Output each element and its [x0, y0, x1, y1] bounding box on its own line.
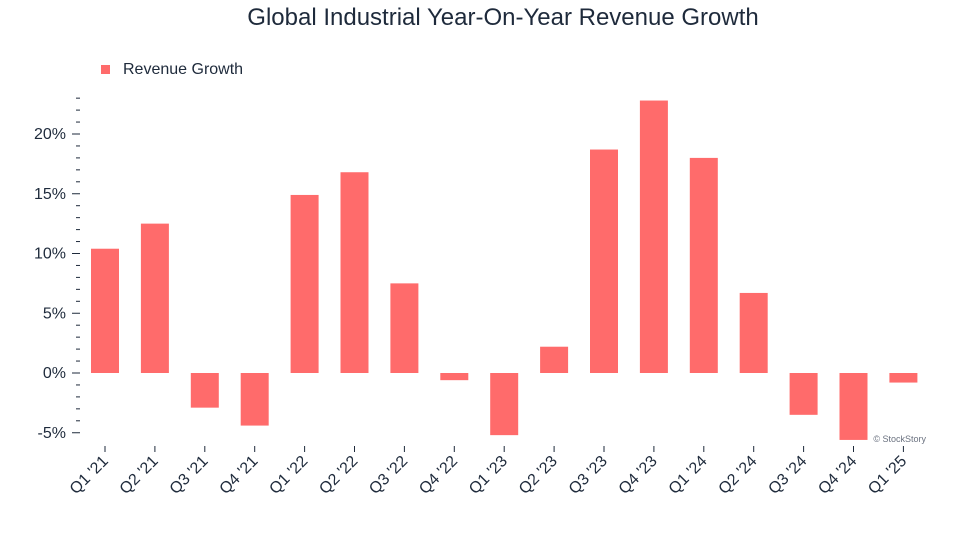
- bar-q2-22: [340, 172, 369, 373]
- x-tick-label: Q4 '22: [416, 453, 461, 498]
- bar-q4-22: [440, 373, 469, 381]
- y-tick-label: 5%: [43, 305, 66, 322]
- x-tick-label: Q3 '21: [167, 453, 212, 498]
- bar-q1-21: [91, 248, 119, 373]
- bar-q2-23: [540, 346, 569, 373]
- x-tick-label: Q2 '22: [316, 453, 361, 498]
- x-tick-label: Q1 '25: [865, 453, 910, 498]
- bar-q2-21: [140, 223, 169, 373]
- x-tick-label: Q3 '22: [366, 453, 411, 498]
- bars: [91, 100, 918, 440]
- y-tick-label: 15%: [34, 186, 66, 203]
- bar-q3-21: [190, 373, 219, 408]
- legend-label: Revenue Growth: [123, 61, 243, 78]
- legend: Revenue Growth: [101, 61, 243, 78]
- x-axis: Q1 '21 Q2 '21 Q3 '21 Q4 '21 Q1 '22 Q2 '22 Q3 '…: [67, 446, 910, 498]
- x-tick-label: Q1 '23: [466, 453, 511, 498]
- bar-q3-24: [789, 373, 818, 415]
- x-tick-label: Q4 '24: [815, 453, 860, 498]
- bar-q1-22: [290, 194, 319, 373]
- bar-q1-24: [689, 157, 718, 373]
- x-tick-label: Q1 '24: [666, 453, 711, 498]
- bar-q4-24: [839, 373, 868, 440]
- x-tick-label: Q2 '24: [716, 453, 761, 498]
- x-tick-label: Q1 '21: [67, 453, 112, 498]
- chart-title: Global Industrial Year-On-Year Revenue G…: [247, 4, 758, 31]
- x-tick-label: Q1 '22: [266, 453, 311, 498]
- x-tick-label: Q3 '24: [765, 453, 810, 498]
- watermark: © StockStory: [873, 434, 926, 444]
- bar-q2-24: [739, 292, 768, 373]
- x-tick-label: Q3 '23: [566, 453, 611, 498]
- bar-q1-23: [490, 373, 519, 436]
- bar-q3-23: [590, 149, 618, 373]
- x-tick-label: Q2 '21: [117, 453, 162, 498]
- x-tick-label: Q4 '23: [616, 453, 661, 498]
- bar-q3-22: [390, 283, 419, 373]
- bar-q4-23: [639, 100, 668, 373]
- y-tick-label: 20%: [34, 126, 66, 143]
- y-tick-label: 0%: [43, 365, 66, 382]
- y-axis: -5% 0% 5% 10% 15% 20%: [34, 97, 80, 442]
- y-tick-label: -5%: [38, 425, 66, 442]
- y-tick-label: 10%: [34, 246, 66, 263]
- x-tick-label: Q4 '21: [217, 453, 262, 498]
- x-tick-label: Q2 '23: [516, 453, 561, 498]
- legend-swatch: [101, 65, 110, 74]
- bar-q1-25: [889, 373, 918, 383]
- bar-q4-21: [240, 373, 269, 426]
